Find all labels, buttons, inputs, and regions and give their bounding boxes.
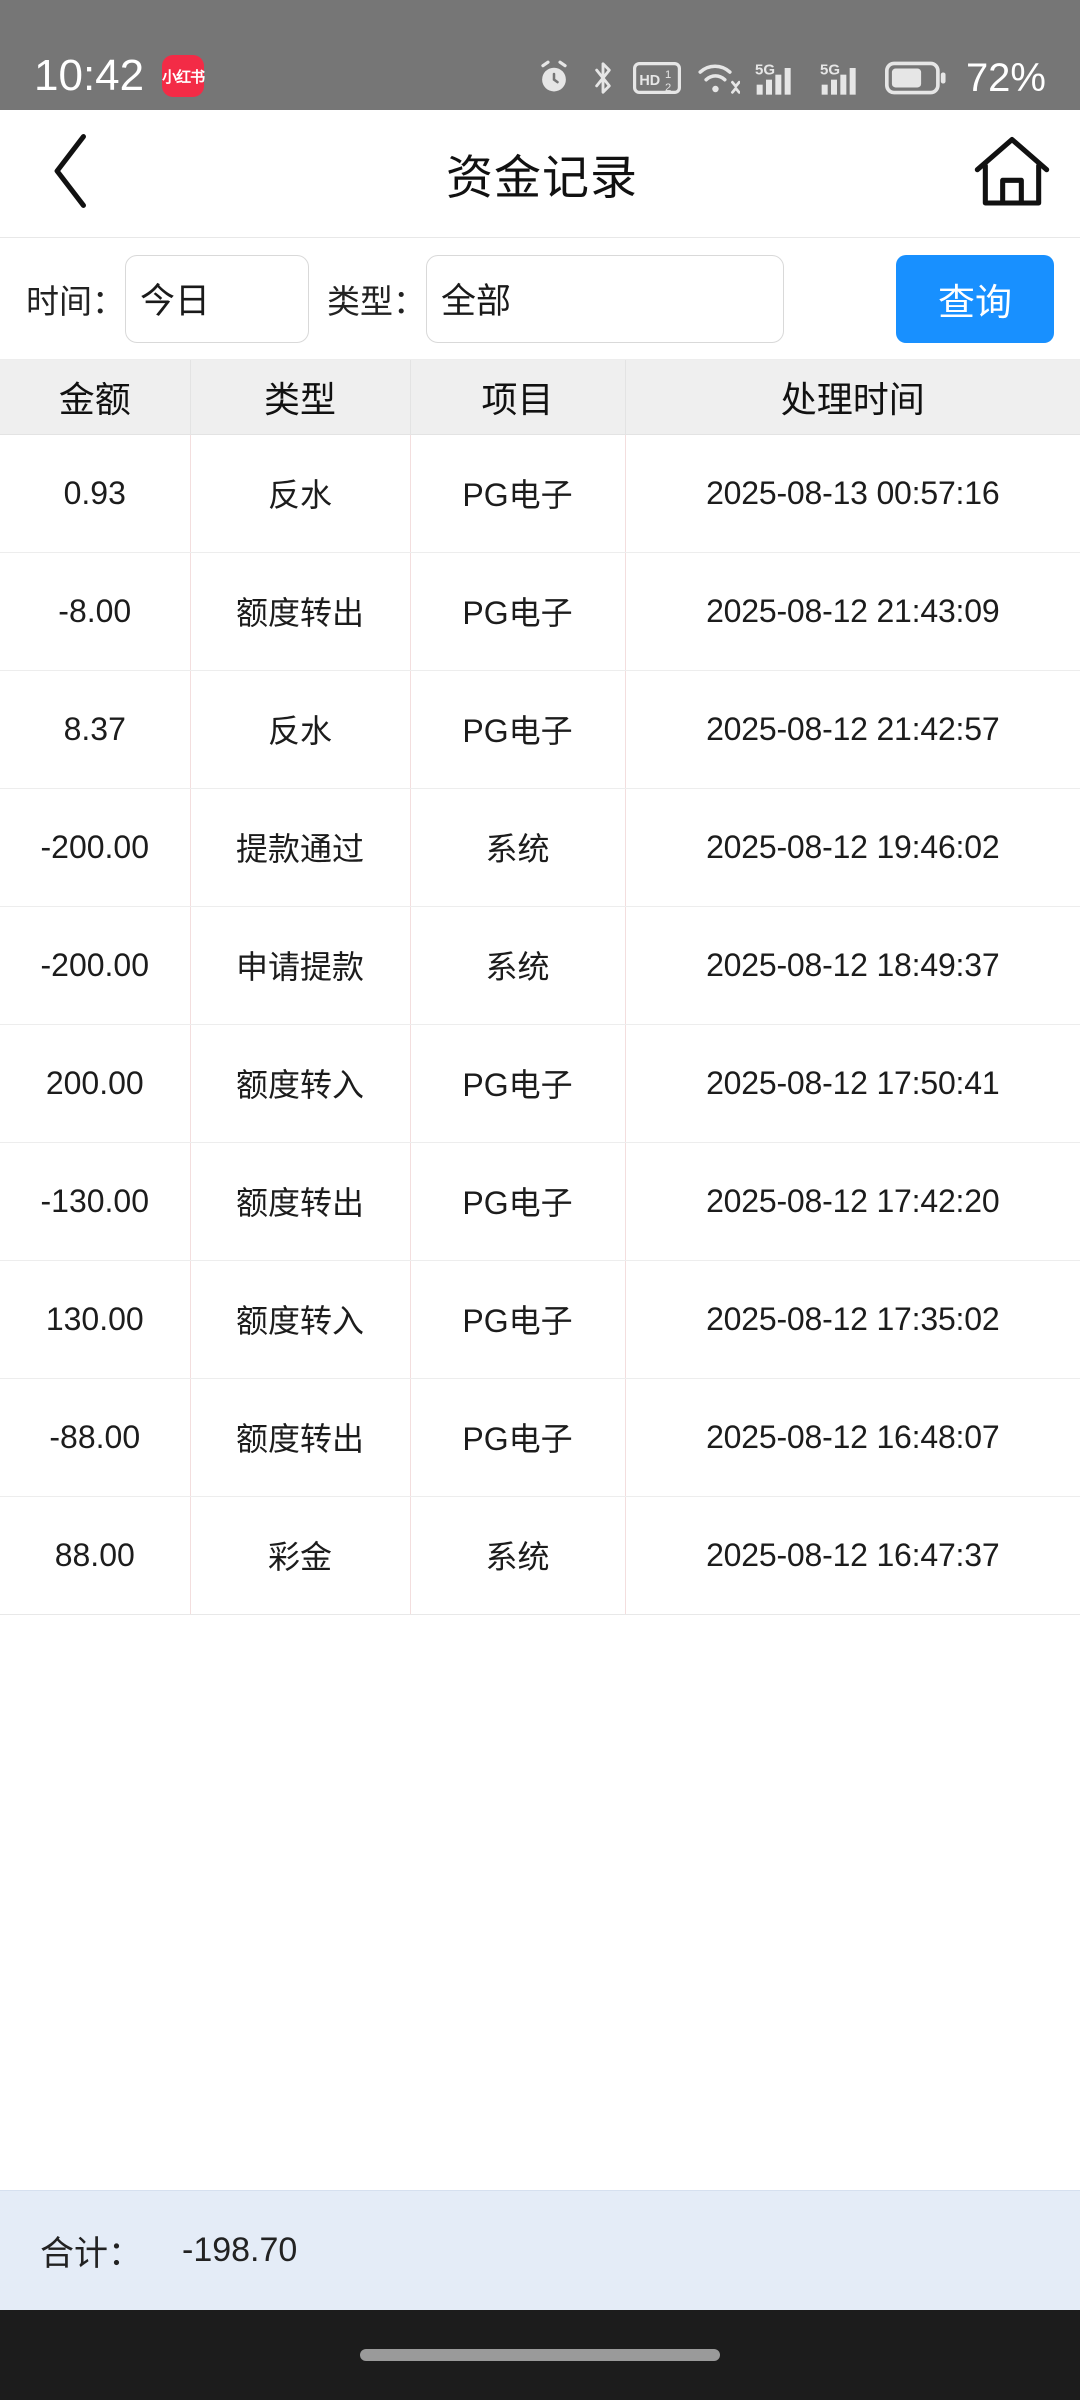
records-table: 金额 类型 项目 处理时间 0.93 反水 PG电子 2025-08-13 00:57… [0,360,1080,1615]
cell-type: 额度转入 [190,1260,411,1379]
cell-item: 系统 [410,906,626,1025]
column-header-type: 类型 [190,360,411,435]
table-row[interactable]: -130.00 额度转出 PG电子 2025-08-12 17:42:20 [0,1142,1080,1261]
cell-item: PG电子 [410,1260,626,1379]
cell-time: 2025-08-12 18:49:37 [625,906,1080,1025]
home-icon [972,133,1052,214]
table-row[interactable]: -88.00 额度转出 PG电子 2025-08-12 16:48:07 [0,1378,1080,1497]
svg-text:5G: 5G [820,62,840,79]
cell-item: 系统 [410,788,626,907]
cell-amount: 130.00 [0,1260,191,1379]
status-bar: 10:42 小红书 HD 1 2 [0,0,1080,110]
svg-text:2: 2 [665,82,671,94]
total-bar: 合计： -198.70 [0,2190,1080,2310]
filter-bar: 时间： 今日 类型： 全部 查询 [0,238,1080,360]
cell-time: 2025-08-12 16:47:37 [625,1496,1080,1615]
time-filter-input[interactable]: 今日 [125,254,309,343]
cell-type: 彩金 [190,1496,411,1615]
xiaohongshu-notification-icon: 小红书 [162,55,205,97]
cell-amount: -8.00 [0,552,191,671]
cell-type: 反水 [190,670,411,789]
table-row[interactable]: -200.00 提款通过 系统 2025-08-12 19:46:02 [0,788,1080,907]
cell-item: PG电子 [410,1024,626,1143]
alarm-clock-icon [535,59,573,97]
page-title: 资金记录 [446,151,638,204]
cell-amount: 0.93 [0,434,191,553]
cell-amount: 88.00 [0,1496,191,1615]
query-button[interactable]: 查询 [896,254,1054,343]
svg-text:1: 1 [665,69,671,81]
home-button[interactable] [970,132,1054,216]
total-label: 合计： [40,2235,142,2273]
records-table-container: 金额 类型 项目 处理时间 0.93 反水 PG电子 2025-08-13 00:57… [0,360,1080,2190]
cell-type: 提款通过 [190,788,411,907]
cell-amount: -200.00 [0,788,191,907]
total-value: -198.70 [182,2231,298,2269]
type-filter-label: 类型： [327,282,426,320]
app-header: 资金记录 [0,110,1080,238]
column-header-item: 项目 [410,360,626,435]
cell-type: 反水 [190,434,411,553]
cell-time: 2025-08-12 21:42:57 [625,670,1080,789]
cell-item: 系统 [410,1496,626,1615]
system-navigation-bar [0,2310,1080,2400]
bluetooth-icon [588,59,618,97]
cell-item: PG电子 [410,670,626,789]
cell-type: 额度转出 [190,552,411,671]
cell-amount: -200.00 [0,906,191,1025]
status-bar-left: 10:42 小红书 [34,51,205,100]
back-button[interactable] [30,132,114,216]
table-row[interactable]: -8.00 额度转出 PG电子 2025-08-12 21:43:09 [0,552,1080,671]
column-header-time: 处理时间 [625,360,1080,435]
cell-type: 申请提款 [190,906,411,1025]
column-header-amount: 金额 [0,360,191,435]
time-filter-label: 时间： [26,282,125,320]
status-bar-right: HD 1 2 5G [535,58,1046,98]
cell-type: 额度转出 [190,1142,411,1261]
table-row[interactable]: 130.00 额度转入 PG电子 2025-08-12 17:35:02 [0,1260,1080,1379]
signal-5g-sim2-icon: 5G [820,59,870,97]
cell-time: 2025-08-12 21:43:09 [625,552,1080,671]
table-body: 0.93 反水 PG电子 2025-08-13 00:57:16 -8.00 额度转出 PG… [0,434,1080,1615]
table-row[interactable]: 0.93 反水 PG电子 2025-08-13 00:57:16 [0,434,1080,553]
wifi-icon [696,59,740,97]
table-row[interactable]: 8.37 反水 PG电子 2025-08-12 21:42:57 [0,670,1080,789]
hd-volte-icon: HD 1 2 [632,59,681,97]
svg-text:5G: 5G [755,62,775,79]
cell-amount: 8.37 [0,670,191,789]
cell-time: 2025-08-12 17:42:20 [625,1142,1080,1261]
cell-type: 额度转入 [190,1024,411,1143]
cell-item: PG电子 [410,552,626,671]
cell-item: PG电子 [410,434,626,553]
cell-amount: 200.00 [0,1024,191,1143]
table-header-row: 金额 类型 项目 处理时间 [0,360,1080,435]
cell-amount: -130.00 [0,1142,191,1261]
cell-time: 2025-08-12 17:35:02 [625,1260,1080,1379]
battery-icon [884,61,947,95]
battery-percent-label: 72% [965,56,1046,100]
type-filter-input[interactable]: 全部 [426,254,784,343]
signal-5g-sim1-icon: 5G [755,59,805,97]
cell-time: 2025-08-12 19:46:02 [625,788,1080,907]
cell-amount: -88.00 [0,1378,191,1497]
cell-time: 2025-08-13 00:57:16 [625,434,1080,553]
cell-time: 2025-08-12 17:50:41 [625,1024,1080,1143]
chevron-left-icon [45,132,99,215]
cell-type: 额度转出 [190,1378,411,1497]
table-row[interactable]: -200.00 申请提款 系统 2025-08-12 18:49:37 [0,906,1080,1025]
table-row[interactable]: 88.00 彩金 系统 2025-08-12 16:47:37 [0,1496,1080,1615]
cell-item: PG电子 [410,1142,626,1261]
table-row[interactable]: 200.00 额度转入 PG电子 2025-08-12 17:50:41 [0,1024,1080,1143]
svg-text:HD: HD [639,73,660,89]
cell-item: PG电子 [410,1378,626,1497]
cell-time: 2025-08-12 16:48:07 [625,1378,1080,1497]
status-time: 10:42 [34,51,145,100]
gesture-home-pill[interactable] [360,2349,720,2361]
